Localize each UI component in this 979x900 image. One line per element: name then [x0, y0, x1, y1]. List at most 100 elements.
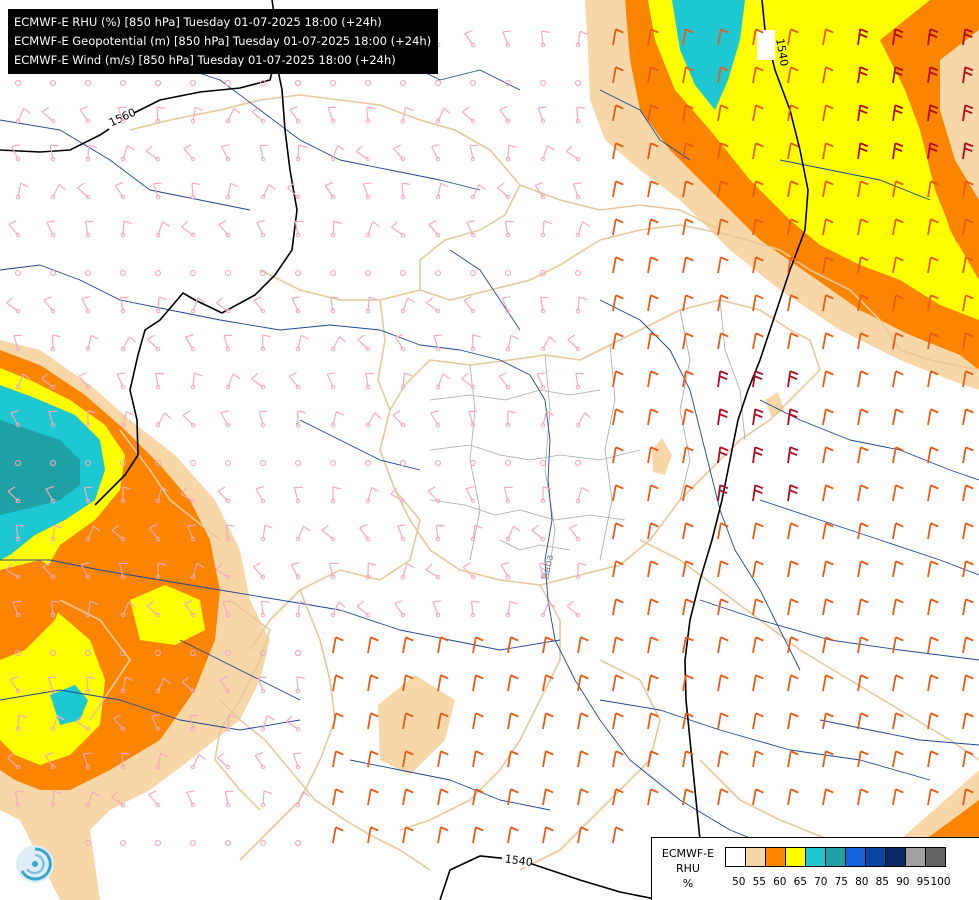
county-6: [599, 344, 616, 561]
wind-barb-staff: [612, 713, 617, 730]
wind-barb-staff: [362, 183, 369, 198]
wind-barb-base: [540, 308, 546, 314]
wind-barb-staff: [147, 339, 159, 350]
wind-barb-staff: [332, 220, 335, 236]
wind-calm-mark: [189, 839, 197, 847]
wind-barb-flag: [790, 712, 799, 718]
wind-barb-base: [470, 308, 476, 314]
legend-swatch: [765, 847, 786, 867]
wind-barb-flag: [394, 600, 403, 605]
wind-barb: [647, 66, 659, 84]
wind-barb-staff: [192, 297, 199, 312]
wind-barb-staff: [227, 183, 232, 198]
wind-barb-base: [505, 232, 511, 238]
wind-barb: [14, 459, 22, 467]
wind-barb-flag: [929, 142, 939, 148]
wind-barb-flag: [497, 182, 505, 189]
wind-barb-flag: [790, 218, 799, 224]
wind-barb-flag: [510, 334, 519, 340]
wind-barb-flag: [267, 715, 275, 721]
wind-barb-staff: [857, 257, 862, 274]
wind-barb-base: [155, 764, 161, 770]
wind-barb: [892, 484, 904, 502]
wind-barb-base: [190, 232, 196, 238]
wind-barb-staff: [647, 105, 652, 122]
wind-calm-mark: [119, 649, 127, 657]
wind-barb-flag: [90, 334, 99, 340]
wind-calm-mark: [154, 649, 162, 657]
wind-barb: [717, 256, 729, 274]
wind-barb: [682, 408, 694, 426]
wind-barb-flag: [754, 370, 764, 376]
wind-barb-flag: [895, 218, 904, 224]
wind-barb: [85, 144, 97, 162]
river-4: [0, 689, 301, 731]
wind-barb-staff: [84, 221, 89, 236]
wind-barb-flag: [720, 104, 729, 110]
wind-barb-flag: [580, 750, 589, 756]
wind-barb: [717, 180, 729, 198]
wind-barb-flag: [251, 373, 259, 380]
wind-barb: [682, 218, 694, 236]
wind-barb-staff: [472, 675, 477, 692]
wind-barb: [612, 142, 624, 160]
county-1: [429, 389, 601, 401]
wind-barb-base: [540, 194, 546, 200]
wind-barb-flag: [498, 372, 507, 377]
wind-barb-flag: [790, 28, 799, 34]
legend-label: 60: [773, 876, 787, 888]
wind-barb: [461, 106, 476, 124]
wind-barb-staff: [192, 563, 198, 578]
wind-barb-flag: [895, 408, 904, 414]
wind-barb: [402, 750, 414, 768]
wind-barb: [116, 372, 126, 390]
wind-barb-staff: [184, 603, 194, 616]
wind-barb-flag: [859, 104, 869, 110]
wind-barb-staff: [857, 181, 862, 198]
wind-barb: [402, 788, 414, 806]
wind-barb: [223, 334, 233, 352]
wind-barb-base: [85, 498, 91, 504]
wind-barb: [85, 334, 99, 352]
wind-barb-flag: [371, 486, 380, 493]
wind-barb-staff: [647, 371, 652, 388]
wind-barb-staff: [752, 67, 757, 84]
wind-barb: [437, 788, 449, 806]
wind-barb: [647, 256, 659, 274]
wind-barb-flag: [57, 715, 65, 721]
wind-barb-flag: [825, 218, 834, 224]
wind-barb-staff: [542, 637, 547, 654]
wind-barb-base: [330, 308, 336, 314]
wind-barb-staff: [857, 67, 862, 84]
wind-barb-flag: [615, 218, 624, 224]
wind-barb: [892, 674, 904, 692]
wind-barb-staff: [822, 599, 827, 616]
wind-barb-flag: [685, 408, 694, 414]
wind-calm-mark: [154, 79, 162, 87]
wind-barb: [294, 459, 302, 467]
wind-barb-staff: [157, 487, 163, 502]
wind-barb-staff: [577, 221, 584, 236]
wind-barb-staff: [332, 827, 337, 844]
wind-barb-flag: [895, 256, 904, 262]
wind-barb-staff: [717, 105, 722, 122]
wind-calm-mark: [84, 269, 92, 277]
wind-barb-staff: [682, 523, 687, 540]
wind-barb-flag: [370, 712, 379, 718]
wind-barb: [437, 826, 449, 844]
wind-barb: [400, 182, 411, 200]
wind-barb: [962, 28, 974, 46]
wind-barb-flag: [755, 522, 764, 528]
wind-calm-mark: [119, 79, 127, 87]
wind-barb-flag: [894, 109, 903, 115]
wind-barb-base: [330, 156, 336, 162]
wind-barb: [682, 636, 694, 654]
wind-calm-mark: [49, 649, 57, 657]
wind-barb: [472, 826, 484, 844]
wind-barb-staff: [507, 827, 512, 844]
wind-barb: [612, 636, 624, 654]
wind-barb-staff: [682, 143, 687, 160]
wind-barb-flag: [475, 826, 484, 832]
wind-barb-staff: [216, 302, 229, 312]
wind-calm-mark: [14, 459, 22, 467]
